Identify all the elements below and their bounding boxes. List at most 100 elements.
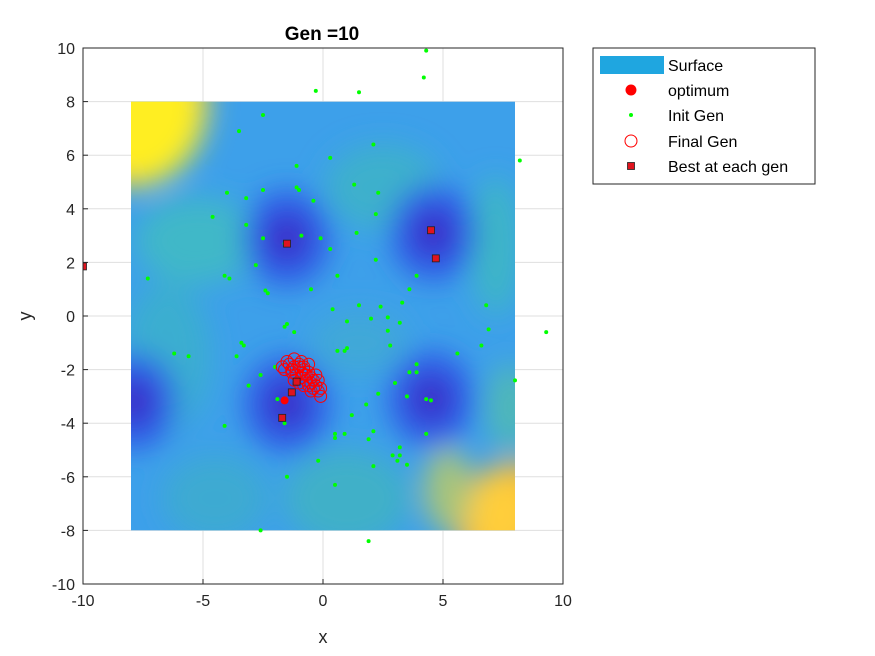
final-gen-point bbox=[278, 363, 292, 377]
legend-best-label: Best at each gen bbox=[668, 159, 788, 176]
init-gen-point bbox=[407, 287, 412, 292]
init-gen-point bbox=[244, 222, 249, 227]
init-gen-point bbox=[253, 263, 258, 268]
init-gen-point bbox=[345, 346, 349, 351]
init-gen-point bbox=[285, 474, 289, 479]
init-gen-point bbox=[328, 247, 333, 251]
init-gen-point bbox=[371, 429, 376, 434]
init-gen-point bbox=[294, 163, 299, 168]
init-gen-point bbox=[357, 90, 361, 95]
init-gen-point bbox=[421, 75, 426, 80]
init-gen-point bbox=[311, 198, 316, 203]
init-gen-point bbox=[258, 528, 263, 533]
x-ticks: -10 -5 0 5 10 bbox=[71, 579, 572, 610]
best-at-gen-point bbox=[431, 254, 440, 263]
init-gen-point bbox=[333, 431, 337, 436]
init-gen-point bbox=[424, 48, 429, 53]
init-gen-point bbox=[282, 324, 287, 329]
surface-region bbox=[162, 455, 268, 531]
init-gen-point bbox=[405, 462, 409, 467]
init-gen-point bbox=[345, 319, 349, 324]
init-gen-point bbox=[385, 315, 390, 320]
x-tick-label: 10 bbox=[554, 593, 572, 610]
init-gen-point bbox=[285, 322, 289, 327]
surface-minimum-core bbox=[265, 380, 309, 429]
init-gen-point bbox=[354, 230, 359, 235]
init-gen-point bbox=[395, 458, 400, 463]
init-gen-point bbox=[397, 445, 402, 450]
init-gen-point bbox=[342, 431, 347, 436]
x-tick-label: 5 bbox=[439, 593, 448, 610]
best-at-gen-point bbox=[427, 226, 435, 235]
init-gen-point bbox=[333, 482, 337, 487]
init-gen-point bbox=[297, 188, 301, 193]
init-gen-point bbox=[318, 236, 323, 241]
legend-optimum-label: optimum bbox=[668, 83, 729, 100]
final-gen-point bbox=[297, 360, 311, 374]
legend-surface-swatch bbox=[600, 56, 664, 74]
init-gen-point bbox=[342, 348, 347, 353]
init-gen-point bbox=[455, 351, 460, 356]
init-gen-point bbox=[407, 370, 412, 375]
init-gen-point bbox=[371, 464, 376, 469]
init-gen-point bbox=[378, 304, 383, 309]
init-gen-point bbox=[352, 182, 357, 187]
init-gen-point bbox=[544, 330, 549, 335]
surface-minimum-core bbox=[131, 377, 155, 426]
init-gen-point bbox=[373, 257, 378, 262]
init-gen-point bbox=[424, 397, 429, 402]
chart-title: Gen =10 bbox=[285, 24, 359, 45]
final-gen-point bbox=[287, 352, 301, 366]
init-gen-point bbox=[335, 348, 340, 353]
init-gen-point bbox=[222, 423, 227, 428]
init-gen-point bbox=[265, 291, 270, 296]
init-gen-point bbox=[261, 188, 265, 193]
y-tick-label: -8 bbox=[61, 523, 75, 540]
y-tick-label: -6 bbox=[61, 470, 75, 487]
init-gen-point bbox=[261, 236, 265, 241]
init-gen-point bbox=[294, 185, 299, 190]
init-gen-point bbox=[282, 421, 287, 426]
init-gen-point bbox=[486, 327, 491, 332]
legend: Surface optimum Init Gen Final Gen Best … bbox=[592, 47, 816, 185]
init-gen-point bbox=[261, 113, 265, 117]
surface-region bbox=[284, 450, 410, 531]
legend-optimum-marker bbox=[625, 84, 637, 96]
y-tick-label: -4 bbox=[61, 416, 75, 433]
surface-region bbox=[471, 176, 515, 316]
init-gen-point bbox=[385, 328, 390, 333]
init-gen-point bbox=[313, 88, 318, 93]
init-gen-point bbox=[258, 372, 263, 377]
surface-region bbox=[423, 447, 472, 531]
init-gen-point bbox=[316, 458, 321, 463]
surface-region bbox=[467, 474, 515, 531]
init-gen-point bbox=[292, 330, 297, 335]
init-gen-point bbox=[330, 307, 335, 312]
init-gen-point bbox=[366, 539, 371, 544]
init-gen-point bbox=[397, 320, 402, 325]
final-gen-point bbox=[311, 373, 325, 387]
init-gen-point bbox=[397, 453, 402, 458]
y-tick-label: -2 bbox=[61, 363, 75, 380]
surface-region bbox=[131, 101, 201, 180]
legend-init-label: Init Gen bbox=[668, 108, 724, 125]
init-gen-point bbox=[393, 381, 397, 385]
init-gen-point bbox=[239, 340, 244, 345]
x-tick-label: -5 bbox=[196, 593, 210, 610]
init-gen-point bbox=[424, 431, 429, 436]
init-gen-point bbox=[479, 343, 484, 348]
surface-region bbox=[486, 364, 515, 450]
init-gen-point bbox=[275, 397, 280, 402]
final-gen-point bbox=[280, 355, 294, 369]
init-gen-point bbox=[210, 214, 215, 219]
y-tick-label: -10 bbox=[52, 577, 75, 594]
series-layer bbox=[83, 48, 549, 544]
best-at-gen-point bbox=[283, 239, 291, 248]
best-at-gen-point bbox=[278, 413, 287, 422]
init-gen-point bbox=[186, 354, 191, 359]
y-tick-label: 4 bbox=[66, 202, 75, 219]
init-gen-point bbox=[364, 402, 369, 407]
final-gen-point bbox=[314, 389, 328, 403]
init-gen-point bbox=[172, 351, 177, 356]
